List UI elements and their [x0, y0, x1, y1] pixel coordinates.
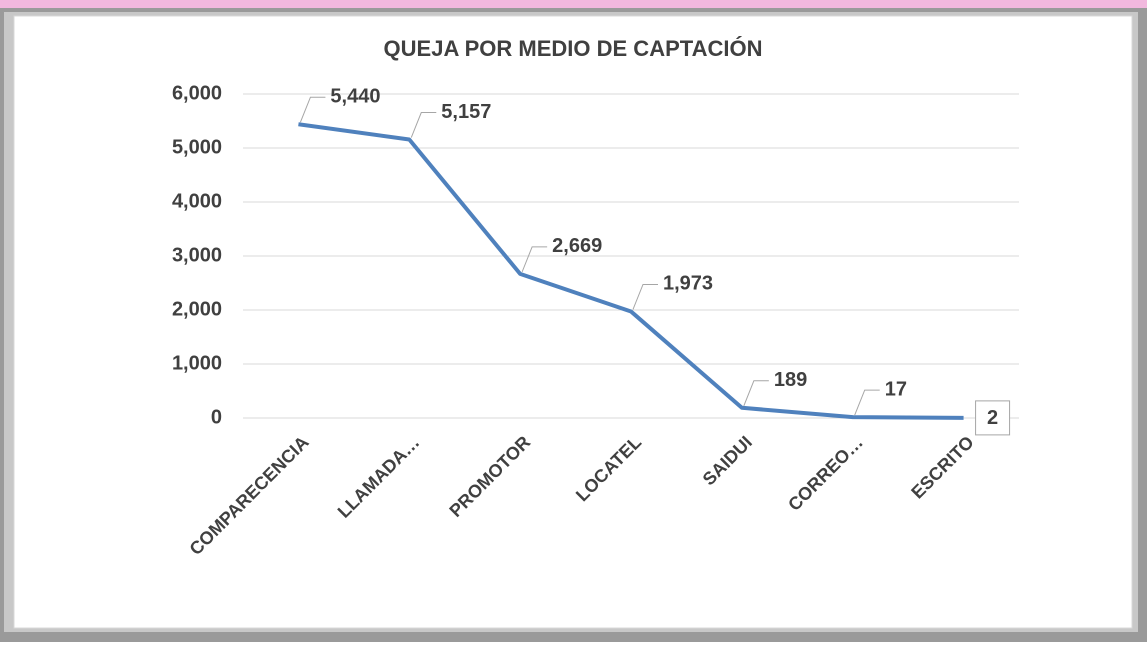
leader-line: [632, 283, 658, 310]
chart-area: [13, 15, 1133, 629]
leader-line: [410, 112, 437, 138]
data-label: 5,440: [330, 86, 380, 108]
leader-line: [854, 389, 880, 416]
top-strip: [0, 0, 1147, 8]
data-label: 2,669: [552, 235, 602, 257]
label-box: [975, 400, 1011, 436]
y-tick-label: 3,000: [172, 244, 222, 266]
chart-title: QUEJA POR MEDIO DE CAPTACIÓN: [384, 36, 763, 61]
y-tick-label: 6,000: [172, 82, 222, 104]
data-label: 1,973: [663, 273, 713, 295]
data-label: 2: [987, 407, 998, 429]
y-tick-label: 0: [211, 406, 222, 428]
y-tick-label: 2,000: [172, 298, 222, 320]
data-label: 5,157: [441, 101, 491, 123]
data-label: 189: [774, 369, 807, 391]
leader-line: [743, 380, 769, 406]
leader-line: [299, 96, 326, 123]
y-tick-label: 1,000: [172, 352, 222, 374]
data-label: 17: [885, 378, 907, 400]
y-tick-label: 4,000: [172, 190, 222, 212]
y-tick-label: 5,000: [172, 136, 222, 158]
leader-line: [521, 246, 548, 273]
data-line: [298, 122, 964, 420]
